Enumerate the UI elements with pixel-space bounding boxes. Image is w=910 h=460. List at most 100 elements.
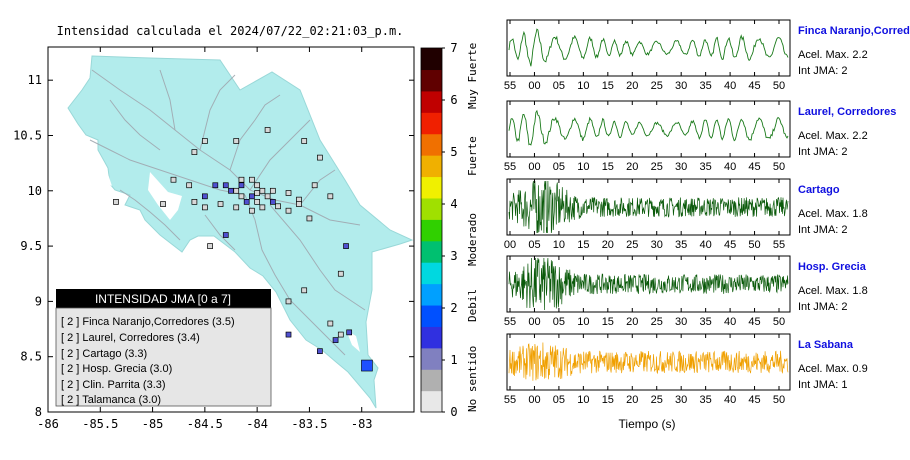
legend-entry: [ 2 ] Finca Naranjo,Corredores (3.5) xyxy=(61,316,235,328)
waveform-tick-label: 25 xyxy=(626,239,638,251)
waveform-tick-label: 45 xyxy=(724,239,736,251)
legend-entry: [ 2 ] Talamanca (3.0) xyxy=(61,394,161,406)
colorbar-segment xyxy=(421,69,442,92)
station-accel: Acel. Max. 1.8 xyxy=(798,285,868,297)
station-marker xyxy=(285,207,292,214)
waveform-tick-label: 15 xyxy=(577,239,589,251)
waveform-panel: 55 00 05 10 15 20 25 30 35 40 45 50 Finca Naranjo,Co… xyxy=(504,19,910,92)
waveform-tick-label: 50 xyxy=(748,239,760,251)
waveform-panel: 55 00 05 10 15 20 25 30 35 40 45 50 Hosp. Grecia Acel… xyxy=(504,255,868,328)
station-marker xyxy=(170,176,177,183)
waveform-tick-label: 10 xyxy=(577,316,589,328)
station-marker xyxy=(249,207,255,214)
colorbar-segment xyxy=(421,112,442,135)
land-mass xyxy=(67,55,414,409)
colorbar-ticks: 0 1 2 3 4 5 6 7 xyxy=(442,41,458,419)
station-marker xyxy=(346,329,353,336)
colorbar-label: Muy Fuerte xyxy=(466,43,479,109)
waveform-tick-label: 00 xyxy=(528,316,540,328)
waveform-tick-label: 55 xyxy=(504,161,516,173)
map-x-tick-label: -84 xyxy=(246,417,268,431)
waveform-tick-label: 50 xyxy=(773,394,785,406)
station-marker xyxy=(269,187,276,194)
station-marker xyxy=(311,182,318,189)
station-marker xyxy=(337,331,344,338)
waveform-tick-label: 35 xyxy=(700,80,712,92)
map-y-tick-label: 9.5 xyxy=(20,239,42,253)
waveform-frame xyxy=(506,19,791,77)
colorbar-tick-label: 6 xyxy=(450,93,457,107)
colorbar-segment xyxy=(421,369,442,392)
colorbar-segment xyxy=(421,326,442,349)
waveform-trace xyxy=(508,257,789,311)
station-marker xyxy=(301,138,308,144)
waveform-tick-label: 55 xyxy=(504,316,516,328)
station-marker xyxy=(264,193,271,200)
station-marker xyxy=(327,320,334,327)
waveform-tick-label: 55 xyxy=(504,394,516,406)
station-marker xyxy=(186,182,193,189)
colorbar-tick-label: 0 xyxy=(450,405,457,419)
station-marker xyxy=(202,204,208,211)
station-marker xyxy=(327,193,334,200)
station-marker xyxy=(160,201,166,207)
station-name: Laurel, Corredores xyxy=(798,106,896,118)
station-marker xyxy=(113,198,119,205)
station-marker xyxy=(249,176,255,183)
waveform-tick-label: 45 xyxy=(748,161,760,173)
colorbar-label: Moderado xyxy=(466,213,479,266)
station-marker xyxy=(243,198,250,205)
legend-entry: [ 2 ] Laurel, Corredores (3.4) xyxy=(61,332,200,344)
waveform-tick-label: 55 xyxy=(773,239,785,251)
waveform-tick-label: 15 xyxy=(602,80,614,92)
station-marker xyxy=(202,138,208,144)
waveform-tick-label: 00 xyxy=(528,394,540,406)
colorbar-tick-label: 7 xyxy=(450,41,457,55)
waveform-tick-label: 25 xyxy=(651,394,663,406)
waveform-trace xyxy=(508,28,789,67)
waveform-tick-label: 25 xyxy=(651,80,663,92)
legend-title-bg xyxy=(56,289,271,308)
station-marker xyxy=(222,232,229,238)
station-marker xyxy=(202,193,208,200)
station-marker xyxy=(285,331,292,338)
waveform-tick-label: 20 xyxy=(626,394,638,406)
station-marker xyxy=(259,187,266,194)
station-intensity: Int JMA: 1 xyxy=(798,379,848,391)
waveform-frame xyxy=(506,100,791,158)
waveform-tick-label: 20 xyxy=(626,80,638,92)
station-intensity: Int JMA: 2 xyxy=(798,224,848,236)
waveform-tick-label: 20 xyxy=(626,161,638,173)
colorbar-frame xyxy=(420,47,443,413)
station-marker xyxy=(233,138,240,144)
road-network xyxy=(89,69,366,356)
legend-entry: [ 2 ] Clin. Parrita (3.3) xyxy=(61,379,166,391)
gulf-dulce xyxy=(346,330,360,352)
waveform-trace xyxy=(508,109,789,146)
colorbar-label: Debil xyxy=(466,289,479,322)
waveform-tick-label: 45 xyxy=(748,80,760,92)
waveform-tick-label: 10 xyxy=(553,239,565,251)
colorbar-segment xyxy=(421,133,442,156)
map-x-tick-label: -86 xyxy=(37,417,59,431)
station-marker xyxy=(254,198,260,205)
waveform-tick-label: 15 xyxy=(602,394,614,406)
map-x-tick-label: -84.5 xyxy=(187,417,223,431)
legend-entry: [ 2 ] Cartago (3.3) xyxy=(61,348,147,360)
colorbar-tick-label: 2 xyxy=(450,301,457,315)
waveform-tick-label: 30 xyxy=(675,161,687,173)
station-intensity: Int JMA: 2 xyxy=(798,146,848,158)
map-y-tick-label: 8 xyxy=(35,405,42,419)
map-title: Intensidad calculada el 2024/07/22_02:21… xyxy=(57,24,404,38)
waveform-panel: 55 00 05 10 15 20 25 30 35 40 45 50 La Sabana Acel. M… xyxy=(504,333,868,406)
station-name: Finca Naranjo,Corredores xyxy=(798,25,910,37)
nicoya-bay xyxy=(74,136,112,186)
colorbar-segment xyxy=(421,390,442,413)
station-accel: Acel. Max. 2.2 xyxy=(798,130,868,142)
waveform-tick-label: 05 xyxy=(528,239,540,251)
station-marker xyxy=(233,204,240,211)
waveform-tick-label: 50 xyxy=(773,316,785,328)
waveform-tick-label: 25 xyxy=(651,161,663,173)
map-y-tick-label: 9 xyxy=(35,294,42,308)
waveform-tick-label: 00 xyxy=(504,239,516,251)
